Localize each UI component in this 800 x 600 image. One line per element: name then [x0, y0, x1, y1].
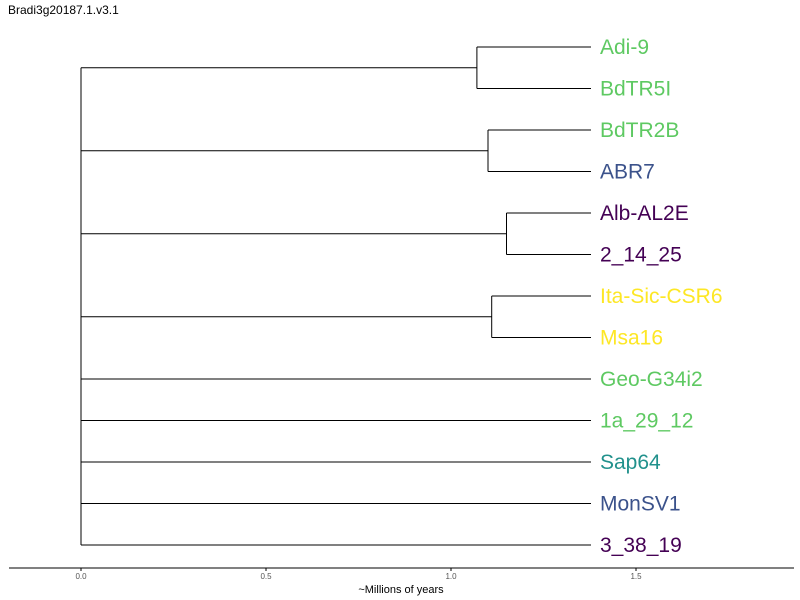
- tip-label: 1a_29_12: [600, 410, 693, 433]
- tip-label: Sap64: [600, 451, 661, 474]
- chart-title: Bradi3g20187.1.v3.1: [8, 3, 119, 17]
- tip-label: ABR7: [600, 161, 655, 184]
- tree-branches: [80, 46, 591, 546]
- x-axis-ticks: 0.0 0.5 1.0 1.5: [75, 568, 642, 581]
- tip-label: Msa16: [600, 327, 663, 350]
- x-axis-label: ~Millions of years: [358, 584, 444, 596]
- tip-label: BdTR5I: [600, 78, 671, 101]
- x-tick-label: 0.5: [260, 572, 272, 581]
- tip-label: Adi-9: [600, 36, 649, 59]
- x-tick-label: 0.0: [75, 572, 87, 581]
- tip-label: 3_38_19: [600, 534, 682, 557]
- tip-label: Ita-Sic-CSR6: [600, 285, 723, 308]
- tip-label: MonSV1: [600, 493, 681, 516]
- x-axis: 0.0 0.5 1.0 1.5 ~Millions of years: [9, 567, 794, 596]
- tip-label: Geo-G34i2: [600, 368, 703, 391]
- tip-label: BdTR2B: [600, 119, 679, 142]
- tip-label: 2_14_25: [600, 244, 682, 267]
- x-tick-label: 1.0: [445, 572, 457, 581]
- tip-labels: Adi-9 BdTR5I BdTR2B ABR7 Alb-AL2E 2_14_25 Ita-…: [600, 36, 723, 557]
- tip-label: Alb-AL2E: [600, 202, 689, 225]
- x-tick-label: 1.5: [630, 572, 642, 581]
